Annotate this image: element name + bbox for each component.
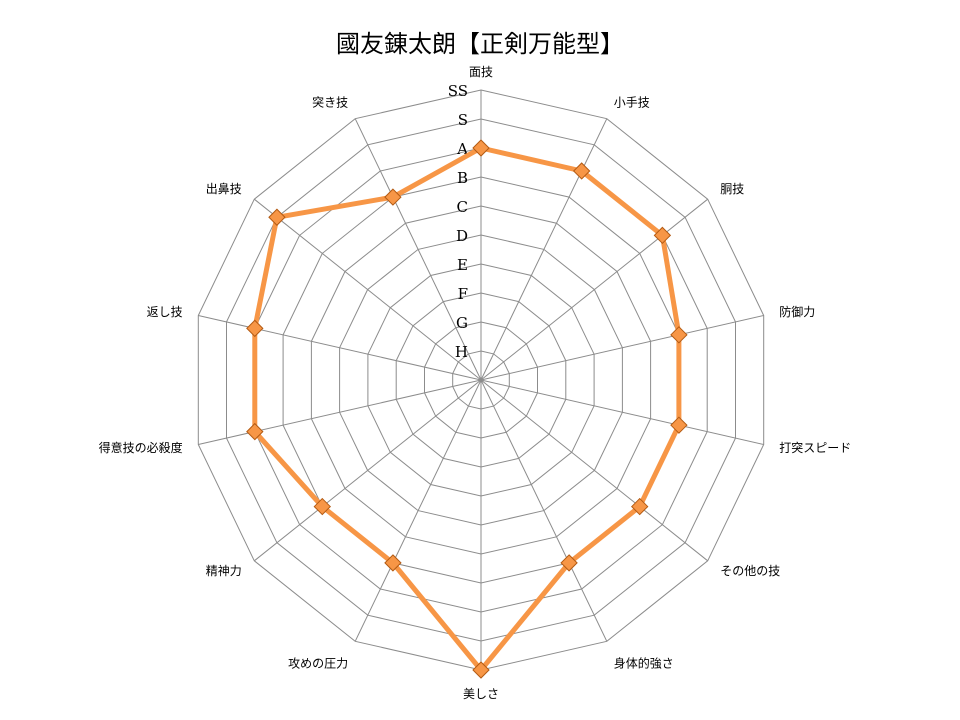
axis-spoke	[480, 198, 709, 381]
scale-tick-label: A	[456, 140, 468, 158]
data-point-marker	[670, 326, 688, 344]
data-point-marker	[572, 162, 591, 180]
data-point-marker	[384, 554, 402, 572]
axis-label: 防御力	[779, 304, 815, 319]
axis-spoke	[480, 379, 608, 642]
axis-label: 攻めの圧力	[288, 657, 348, 671]
axis-spoke	[198, 379, 482, 445]
axis-label: 打突スピード	[779, 440, 851, 455]
data-point-marker	[268, 208, 286, 226]
data-point-marker	[560, 554, 578, 572]
scale-tick-label: B	[457, 169, 468, 187]
data-point-marker	[313, 497, 331, 516]
axis-spoke	[480, 118, 608, 381]
axis-label: 美しさ	[463, 687, 499, 701]
data-point-marker	[246, 319, 264, 338]
axis-label: 胴技	[720, 182, 744, 196]
axis-spoke	[253, 198, 482, 381]
axis-label: 精神力	[206, 564, 242, 578]
data-series	[246, 139, 688, 679]
data-point-marker	[246, 422, 264, 441]
scale-tick-label: SS	[448, 82, 468, 100]
data-point-marker	[653, 226, 672, 245]
axis-label: 突き技	[312, 94, 348, 109]
axis-label: 面技	[469, 65, 493, 79]
axis-label: 返し技	[147, 305, 183, 319]
chart-title: 國友錬太朗【正剣万能型】	[336, 30, 624, 58]
axis-spoke	[480, 315, 764, 381]
scale-tick-label: S	[458, 111, 468, 129]
axis-label: 得意技の必殺度	[99, 440, 183, 455]
axis-label: その他の技	[720, 564, 780, 578]
data-point-marker	[472, 661, 490, 679]
axis-spoke	[253, 379, 482, 562]
data-point-marker	[384, 188, 402, 206]
scale-tick-label: E	[457, 256, 468, 274]
radar-spokes	[198, 90, 764, 670]
scale-tick-label: F	[458, 285, 468, 303]
scale-tick-label: G	[456, 314, 468, 332]
data-point-marker	[631, 497, 649, 516]
axis-spoke	[354, 379, 482, 642]
data-point-marker	[670, 416, 688, 434]
axis-label: 身体的強さ	[614, 656, 674, 671]
scale-tick-label: D	[456, 227, 468, 245]
axis-label: 小手技	[614, 95, 650, 109]
axis-label: 出鼻技	[206, 181, 242, 196]
axis-spoke	[198, 315, 482, 381]
data-point-marker	[472, 139, 490, 157]
axis-spoke	[354, 118, 482, 381]
axis-spoke	[480, 379, 709, 562]
scale-tick-label: C	[457, 198, 468, 216]
scale-tick-label: H	[455, 343, 468, 361]
axis-spoke	[480, 379, 764, 445]
